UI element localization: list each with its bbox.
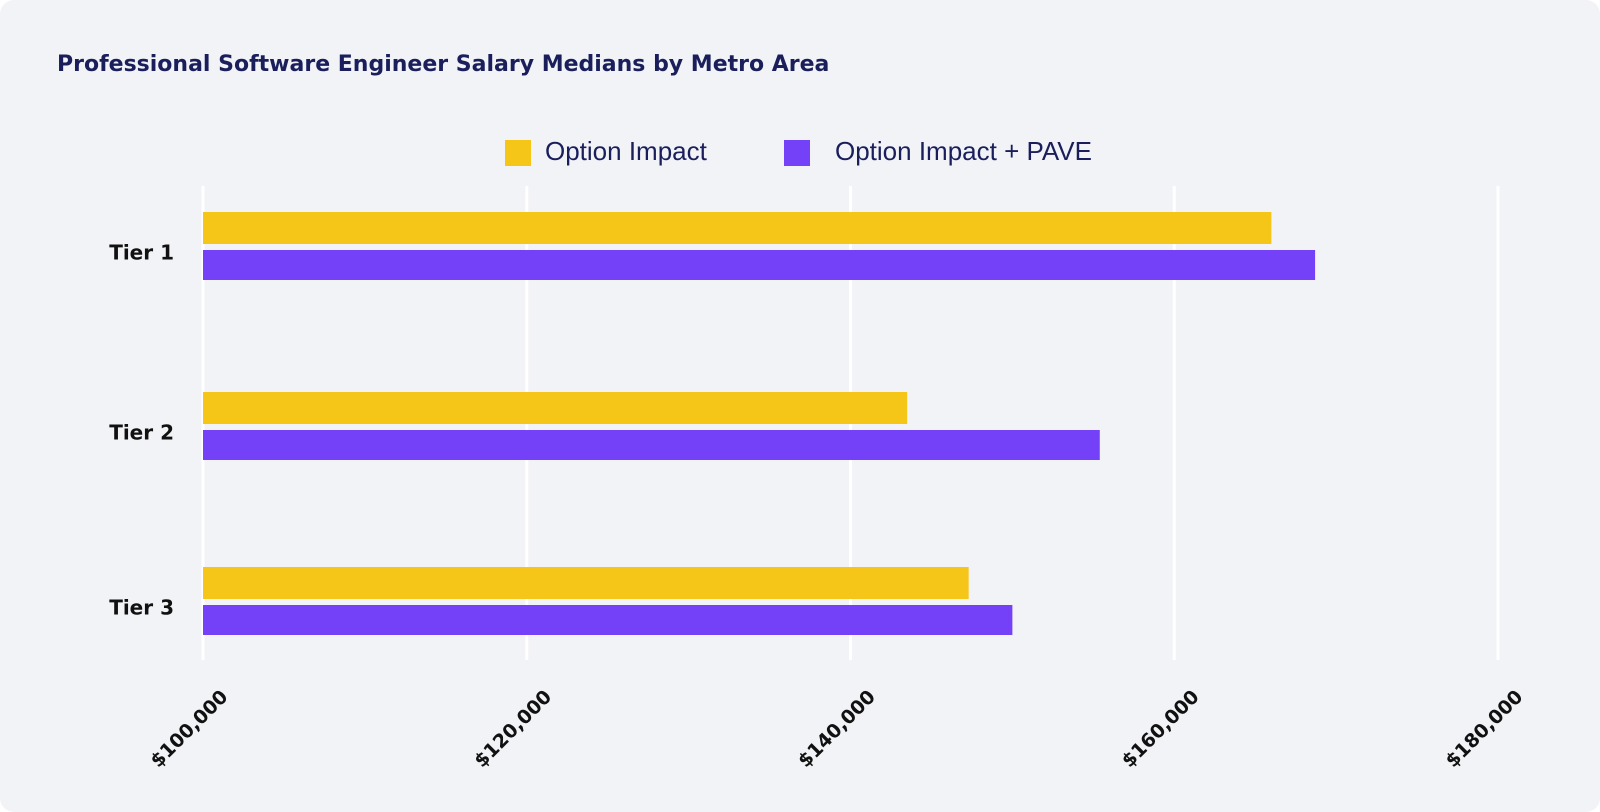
- x-tick-label: $180,000: [1441, 686, 1527, 772]
- category-label: Tier 2: [109, 421, 174, 445]
- x-tick-label: $160,000: [1118, 686, 1204, 772]
- chart-title: Professional Software Engineer Salary Me…: [57, 52, 830, 77]
- legend-label-1: Option Impact: [545, 136, 708, 166]
- x-tick-label: $100,000: [146, 686, 232, 772]
- legend-label-2: Option Impact + PAVE: [835, 136, 1092, 166]
- x-tick-label: $140,000: [794, 686, 880, 772]
- bar-tier-3-series-1: [203, 567, 969, 599]
- bar-tier-1-series-2: [203, 250, 1316, 280]
- legend-swatch-2: [784, 140, 810, 166]
- bar-tier-1-series-1: [203, 212, 1272, 244]
- bar-tier-3-series-2: [203, 605, 1013, 635]
- x-tick-label: $120,000: [470, 686, 556, 772]
- legend-swatch-1: [505, 140, 531, 166]
- category-label: Tier 3: [109, 596, 174, 620]
- category-label: Tier 1: [109, 241, 174, 265]
- bar-tier-2-series-2: [203, 430, 1100, 460]
- bar-tier-2-series-1: [203, 392, 908, 424]
